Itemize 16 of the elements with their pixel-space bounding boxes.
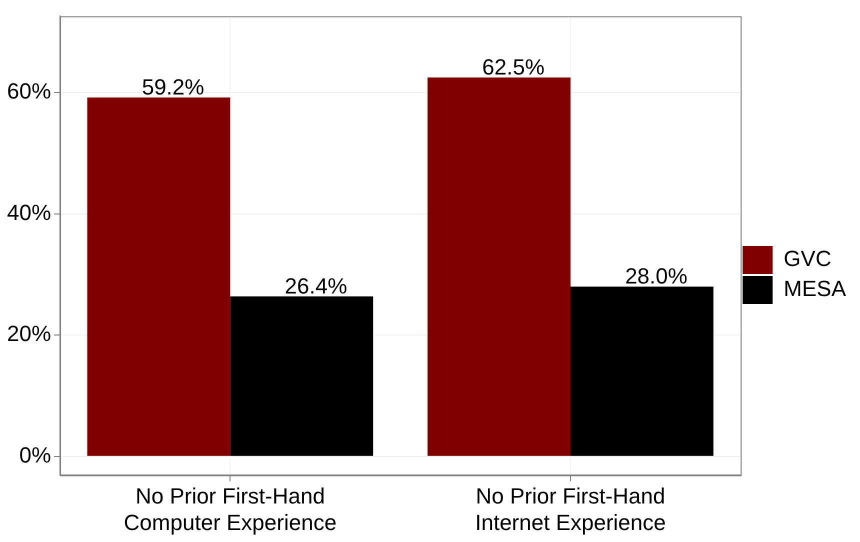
data-label: 59.2% <box>142 74 204 100</box>
legend-label: GVC <box>784 246 832 272</box>
x-tick-label: No Prior First-Hand Internet Experience <box>475 483 666 535</box>
bar <box>570 286 714 456</box>
y-tick-label: 40% <box>6 200 52 225</box>
data-label: 62.5% <box>482 54 545 80</box>
data-label: 26.4% <box>284 273 348 298</box>
bar <box>428 77 570 456</box>
bar <box>230 296 374 456</box>
data-label: 28.0% <box>625 264 688 289</box>
y-tick-label: 20% <box>6 321 52 346</box>
x-tick-label: No Prior First-Hand Computer Experience <box>124 483 337 535</box>
y-tick-label: 60% <box>6 78 52 104</box>
legend-label: MESA <box>784 276 846 302</box>
bar <box>87 97 230 456</box>
y-tick-label: 0% <box>19 442 52 468</box>
